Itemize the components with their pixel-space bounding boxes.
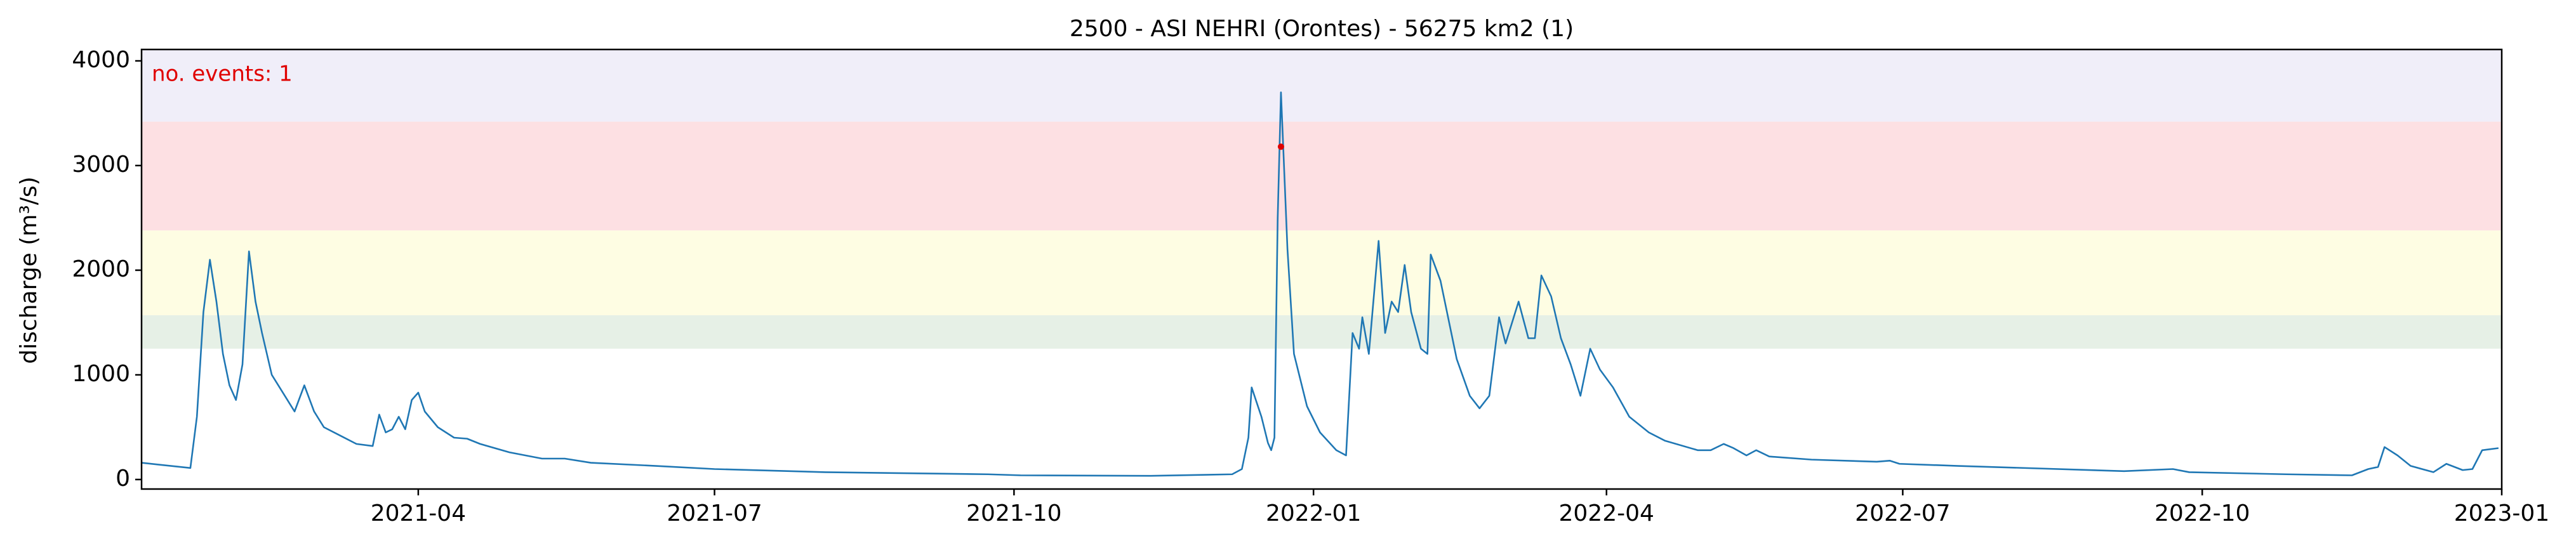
y-tick-label: 0 bbox=[116, 466, 130, 492]
annotation: no. events: 1 bbox=[152, 62, 293, 87]
plot-frame bbox=[140, 48, 2503, 490]
x-tick-label: 2021-04 bbox=[371, 500, 466, 526]
threshold-band bbox=[142, 49, 2502, 122]
threshold-band bbox=[142, 230, 2502, 315]
series-line bbox=[142, 91, 2499, 477]
y-tick-label: 3000 bbox=[72, 152, 130, 178]
x-tick-label: 2021-07 bbox=[667, 500, 762, 526]
x-tick-label: 2022-04 bbox=[1559, 500, 1654, 526]
x-tick-label: 2021-10 bbox=[966, 500, 1061, 526]
y-axis-label: discharge (m³/s) bbox=[16, 176, 42, 363]
y-tick-label: 1000 bbox=[72, 361, 130, 387]
event-marker bbox=[1277, 143, 1284, 150]
x-tick-label: 2022-10 bbox=[2154, 500, 2250, 526]
x-tick-label: 2022-01 bbox=[1266, 500, 1361, 526]
y-tick-label: 2000 bbox=[72, 256, 130, 282]
chart-title: 2500 - ASI NEHRI (Orontes) - 56275 km2 (… bbox=[1070, 16, 1574, 42]
y-tick-label: 4000 bbox=[72, 47, 130, 73]
threshold-band bbox=[142, 315, 2502, 349]
x-tick-label: 2023-01 bbox=[2454, 500, 2549, 526]
x-tick-label: 2022-07 bbox=[1855, 500, 1950, 526]
threshold-band bbox=[142, 121, 2502, 231]
